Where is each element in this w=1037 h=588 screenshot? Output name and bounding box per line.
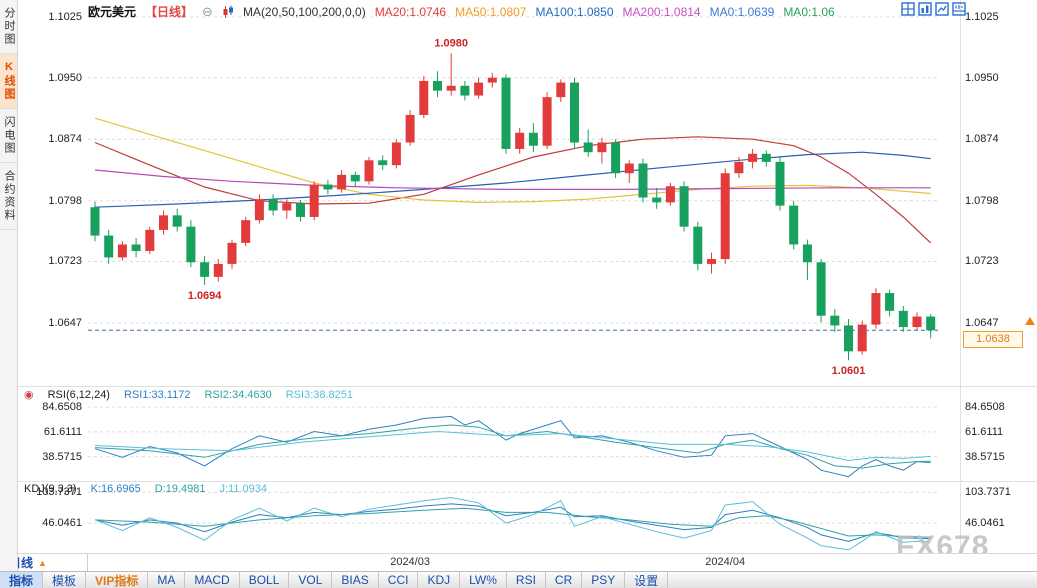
x-axis-labels: 2024/03 2024/04 <box>0 554 1037 571</box>
ma0-value-2: MA0:1.06 <box>783 4 835 19</box>
x-axis-label: 2024/03 <box>390 556 430 568</box>
toolbar-item-vol[interactable]: VOL <box>289 572 333 588</box>
chart-header: 欧元美元 【日线】 ⊖ MA(20,50,100,200,0,0) MA20:1… <box>88 3 835 20</box>
ma-settings-label: MA(20,50,100,200,0,0) <box>242 4 366 19</box>
rsi3-value: RSI3:38.8251 <box>285 388 354 401</box>
symbol-name: 欧元美元 <box>88 5 137 19</box>
kdj-k-value: K:16.6965 <box>90 483 141 495</box>
panel-divider <box>18 481 1037 482</box>
toolbar-item-vip-indicators[interactable]: VIP指标 <box>86 572 149 588</box>
ma50-value: MA50:1.0807 <box>455 4 527 19</box>
chart-layout-controls <box>901 2 966 16</box>
ma100-value: MA100:1.0850 <box>535 4 614 19</box>
ma20-value: MA20:1.0746 <box>374 4 447 19</box>
ma200-value: MA200:1.0814 <box>622 4 701 19</box>
svg-text:1.0980: 1.0980 <box>434 37 468 49</box>
toolbar-item-settings[interactable]: 设置 <box>625 572 669 588</box>
toolbar-item-psy[interactable]: PSY <box>582 572 626 588</box>
line-chart-icon[interactable] <box>935 2 949 16</box>
split-view-icon[interactable] <box>952 2 966 16</box>
chevron-up-icon: ▲ <box>38 557 47 568</box>
kdj-title: KDJ(9,3,3) <box>24 483 77 495</box>
kdj-d-value: D:19.4981 <box>154 483 206 495</box>
sidebar: 分时图 K线图 闪电图 合约资料 <box>0 0 18 588</box>
panel-divider <box>18 386 1037 387</box>
x-axis-label: 2024/04 <box>705 556 746 568</box>
toolbar-item-lw[interactable]: LW% <box>460 572 507 588</box>
toolbar-item-macd[interactable]: MACD <box>185 572 240 588</box>
toolbar-item-bias[interactable]: BIAS <box>332 572 379 588</box>
toolbar-item-ma[interactable]: MA <box>148 572 186 588</box>
indicator-toolbar: 指标 模板 VIP指标 MA MACD BOLL VOL BIAS CCI KD… <box>0 571 1037 588</box>
ma0-value-1: MA0:1.0639 <box>709 4 775 19</box>
time-axis-row: 日线 ▲ 2024/03 2024/04 <box>0 553 1037 572</box>
svg-text:1.0694: 1.0694 <box>188 290 223 302</box>
current-price-marker: 1.0638 <box>963 331 1023 348</box>
indicator-settings-icon[interactable]: ◉ <box>24 389 34 401</box>
toolbar-item-kdj[interactable]: KDJ <box>418 572 461 588</box>
toolbar-item-indicators[interactable]: 指标 <box>0 572 44 588</box>
toolbar-item-rsi[interactable]: RSI <box>507 572 546 588</box>
bar-chart-icon[interactable] <box>918 2 932 16</box>
toolbar-item-cci[interactable]: CCI <box>379 572 419 588</box>
grid-layout-icon[interactable] <box>901 2 915 16</box>
kdj-header: KDJ(9,3,3) K:16.6965 D:19.4981 J:11.0934 <box>24 483 267 495</box>
sidebar-tab-flash-chart[interactable]: 闪电图 <box>0 109 17 163</box>
toolbar-item-boll[interactable]: BOLL <box>240 572 290 588</box>
period-label: 【日线】 <box>145 5 194 19</box>
svg-text:1.0601: 1.0601 <box>832 365 866 377</box>
rsi2-value: RSI2:34.4630 <box>204 388 272 401</box>
kdj-j-value: J:11.0934 <box>219 483 268 495</box>
collapse-icon[interactable]: ⊖ <box>202 3 213 19</box>
toolbar-item-cr[interactable]: CR <box>546 572 583 588</box>
rsi-title: RSI(6,12,24) <box>47 388 110 401</box>
candlestick-icon <box>223 5 233 18</box>
rsi1-value: RSI1:33.1172 <box>123 388 191 401</box>
axis-divider <box>960 0 961 553</box>
toolbar-item-templates[interactable]: 模板 <box>43 572 87 588</box>
sidebar-tab-contract-info[interactable]: 合约资料 <box>0 163 17 230</box>
sidebar-tab-kline-chart[interactable]: K线图 <box>0 54 17 109</box>
rsi-header: ◉ RSI(6,12,24) RSI1:33.1172 RSI2:34.4630… <box>24 388 354 402</box>
sidebar-tab-time-chart[interactable]: 分时图 <box>0 0 17 54</box>
price-up-arrow-icon <box>1025 317 1035 325</box>
